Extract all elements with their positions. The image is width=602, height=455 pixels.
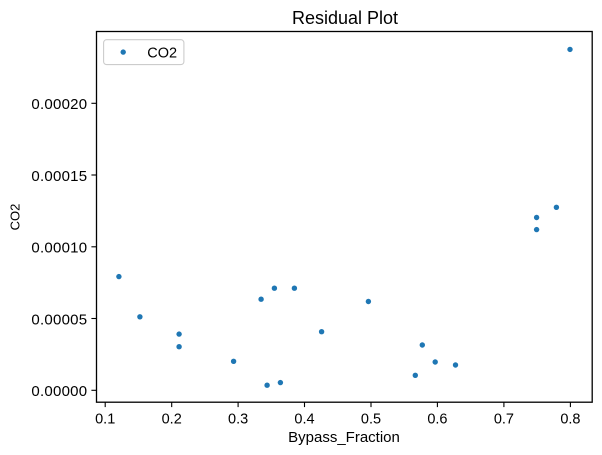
svg-text:0.3: 0.3 — [228, 411, 248, 427]
svg-text:0.00000: 0.00000 — [31, 383, 87, 400]
svg-text:CO2: CO2 — [147, 46, 177, 62]
svg-text:0.00020: 0.00020 — [31, 96, 87, 113]
svg-text:0.1: 0.1 — [95, 411, 115, 427]
svg-text:0.00010: 0.00010 — [31, 240, 87, 257]
svg-text:0.4: 0.4 — [294, 411, 314, 427]
svg-text:0.6: 0.6 — [427, 411, 447, 427]
svg-text:0.00005: 0.00005 — [31, 311, 87, 328]
svg-text:0.8: 0.8 — [560, 411, 580, 427]
svg-text:Residual Plot: Residual Plot — [292, 8, 398, 28]
svg-text:0.2: 0.2 — [162, 411, 182, 427]
svg-text:Bypass_Fraction: Bypass_Fraction — [288, 429, 400, 446]
svg-text:0.7: 0.7 — [494, 411, 514, 427]
svg-text:CO2: CO2 — [8, 204, 23, 231]
svg-text:0.5: 0.5 — [361, 411, 381, 427]
svg-text:0.00015: 0.00015 — [31, 168, 87, 185]
